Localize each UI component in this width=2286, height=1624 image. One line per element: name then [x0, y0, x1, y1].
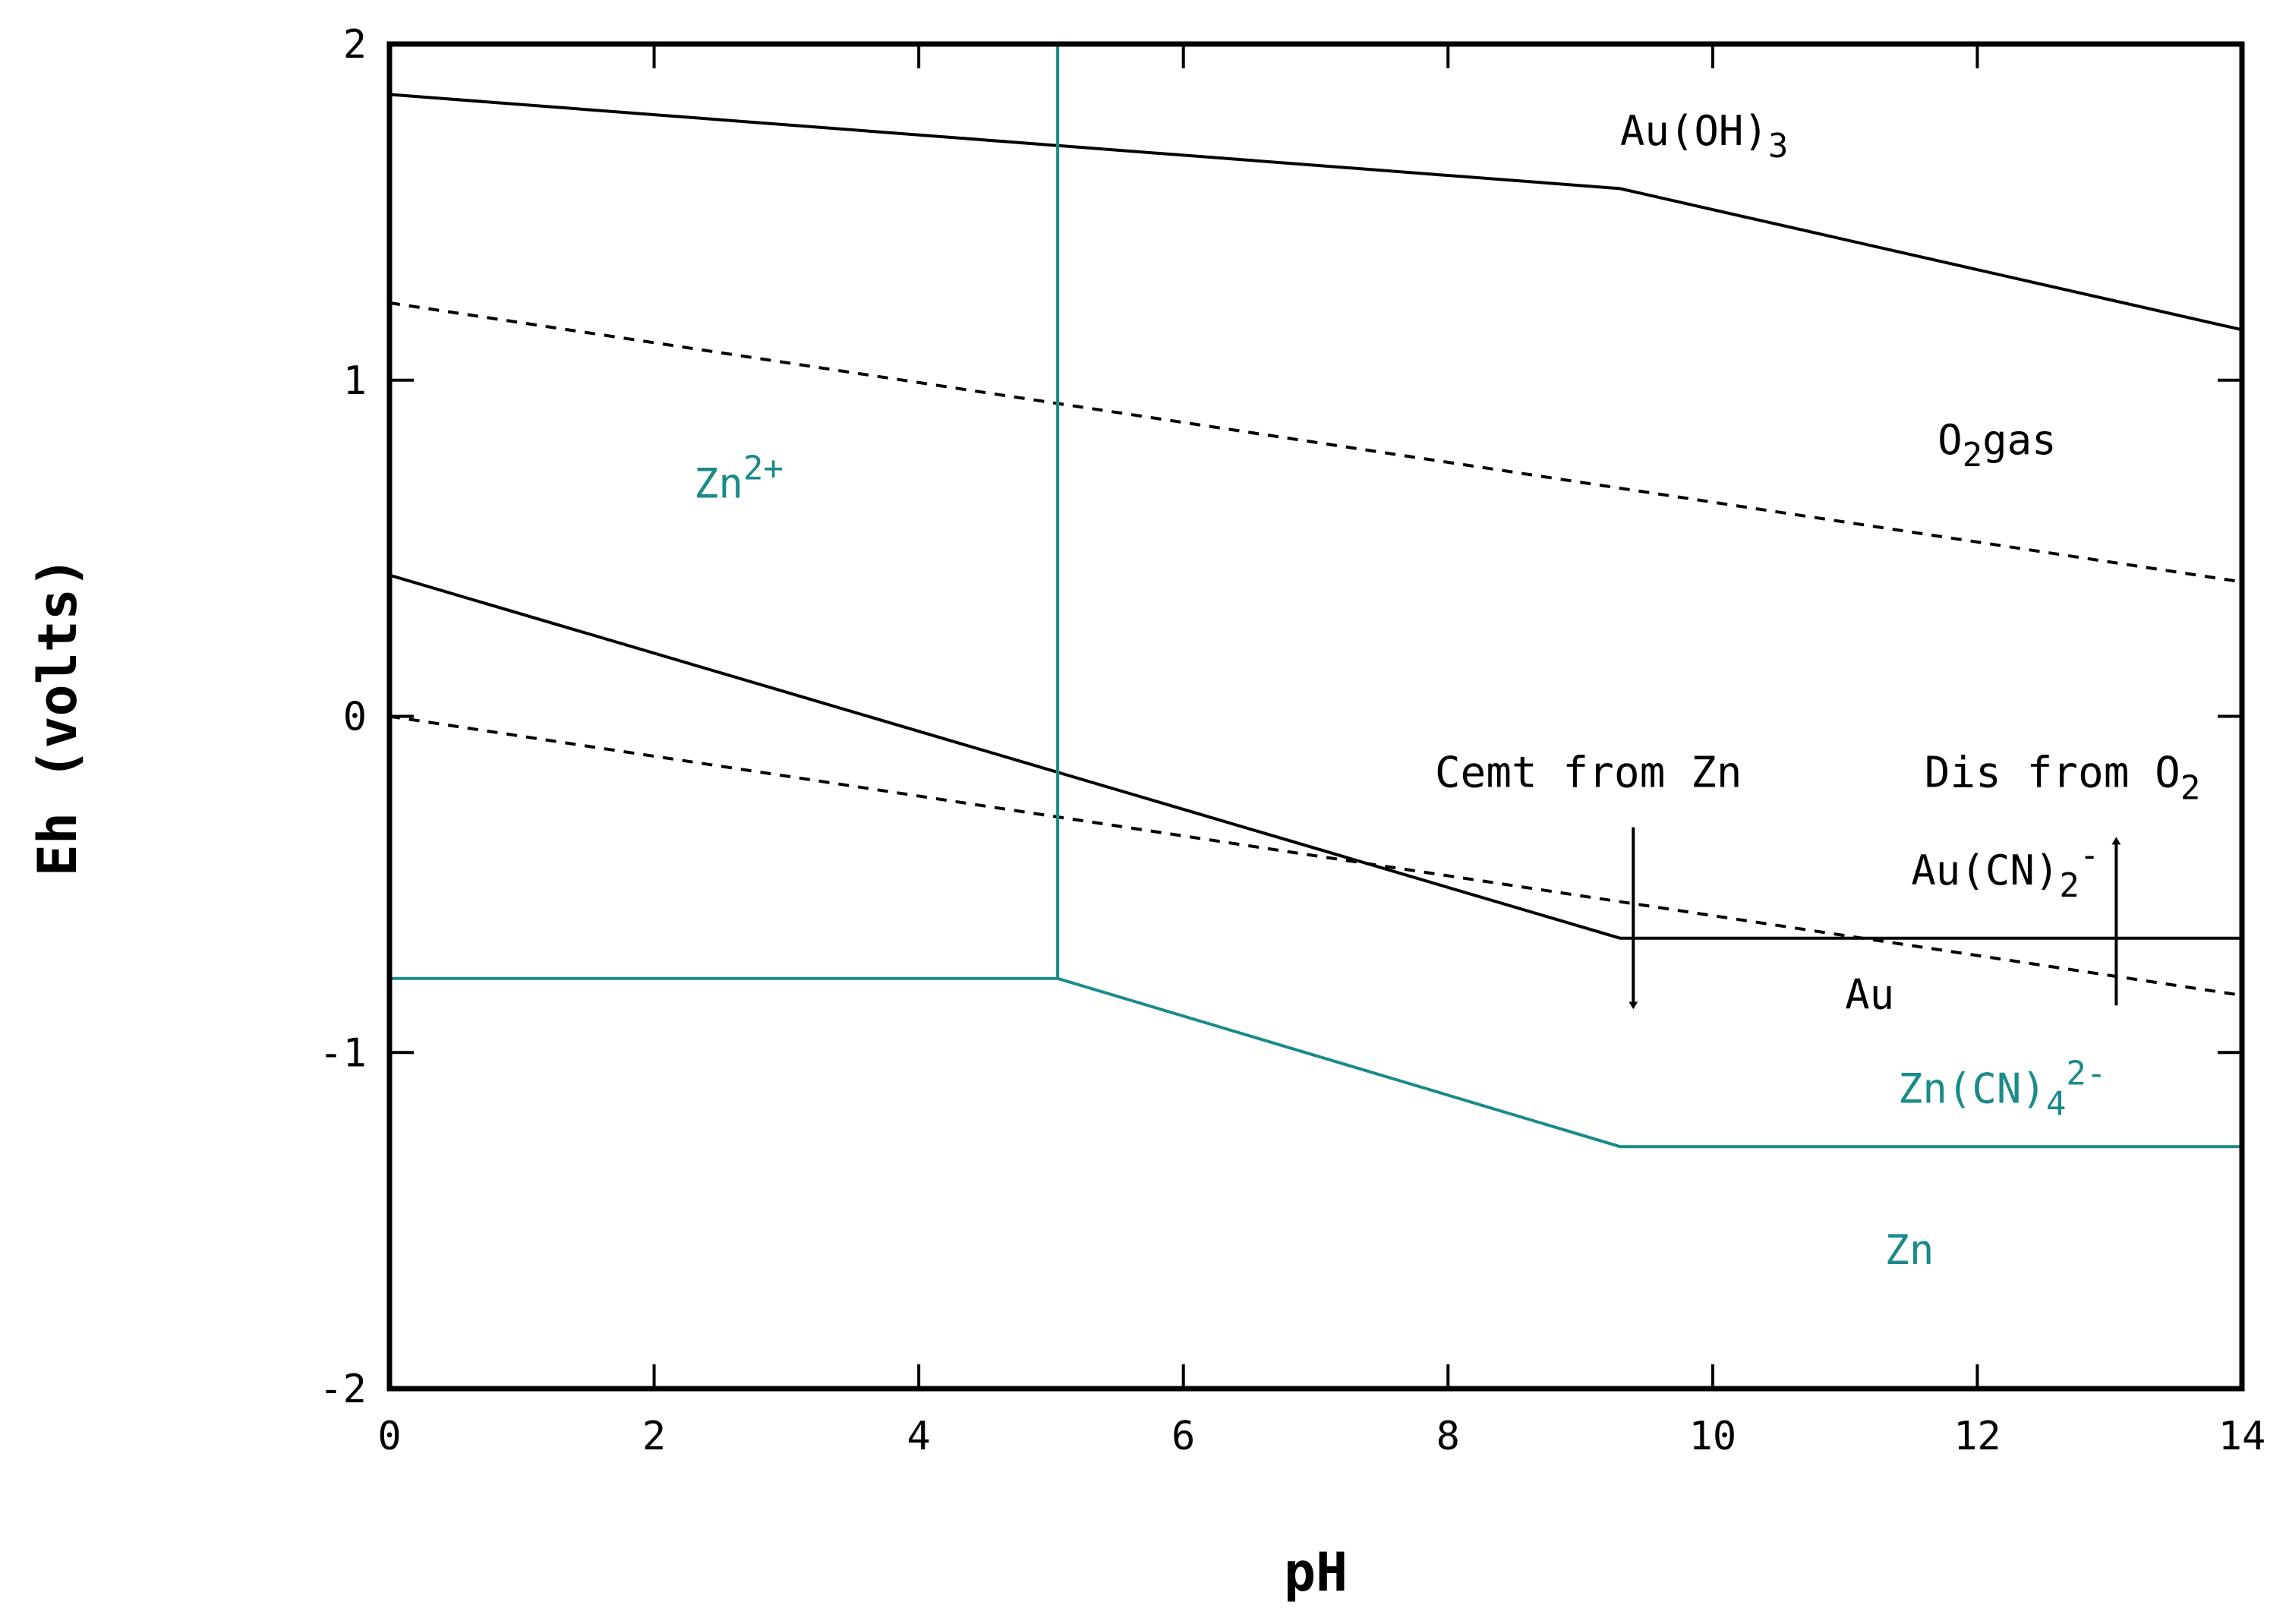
region-label-sub: 2	[1963, 436, 1983, 475]
region-label-base: Au	[1845, 971, 1894, 1019]
region-label-sup: 2-	[2066, 1055, 2106, 1093]
y-tick-label: -2	[319, 1367, 367, 1412]
x-tick-label: 8	[1436, 1414, 1460, 1459]
annotation-label: Cemt from Zn	[1435, 748, 1742, 797]
labels-layer: Au(OH)3O2gasZn2+Au(CN)2-AuZn(CN)42-ZnCem…	[694, 107, 2201, 1274]
region-label: Zn	[1884, 1226, 1934, 1274]
region-label: Au(CN)2-	[1911, 836, 2099, 905]
region-label: Zn(CN)42-	[1898, 1055, 2107, 1124]
region-label: Au(OH)3	[1620, 107, 1789, 166]
x-tick-label: 10	[1689, 1414, 1737, 1459]
region-label-sup: 2+	[743, 449, 784, 488]
boundary-line-1	[389, 93, 2243, 332]
y-tick-label: 1	[343, 358, 367, 404]
region-label-base: Au(CN)	[1911, 847, 2059, 894]
region-label-sub: 4	[2046, 1085, 2067, 1124]
annotation-label-base: Dis from O	[1925, 748, 2180, 797]
annotation-label-base: Cemt from Zn	[1435, 748, 1742, 797]
x-tick-label: 6	[1171, 1414, 1195, 1459]
region-label-sup: -	[2079, 836, 2100, 875]
region-label: Zn2+	[694, 449, 784, 508]
y-tick-label: 0	[343, 695, 367, 740]
annotation-label-sub: 2	[2180, 768, 2201, 807]
region-label-base: Zn	[1884, 1226, 1934, 1274]
region-label-tail: gas	[1982, 416, 2057, 464]
region-label-base: O	[1938, 416, 1963, 464]
boundary-line-4	[389, 714, 2243, 997]
boundary-line-2	[389, 573, 2242, 940]
boundary-line-3	[389, 301, 2243, 584]
region-label-base: Zn(CN)	[1898, 1065, 2046, 1113]
series-layer	[389, 44, 2243, 1149]
region-label-base: Zn	[694, 460, 743, 508]
region-label: O2gas	[1938, 416, 2057, 475]
region-label-sub: 3	[1768, 127, 1789, 166]
x-tick-label: 14	[2218, 1414, 2266, 1459]
y-tick-label: 2	[343, 22, 367, 68]
y-axis-title: Eh (volts)	[27, 557, 89, 876]
x-tick-label: 12	[1953, 1414, 2001, 1459]
region-label-base: Au(OH)	[1620, 107, 1768, 155]
region-label: Au	[1845, 971, 1894, 1019]
x-tick-label: 2	[642, 1414, 666, 1459]
plot-frame	[386, 41, 2245, 1392]
x-axis-title: pH	[1284, 1541, 1348, 1604]
boundary-line-6	[389, 976, 2242, 1149]
region-label-sub: 2	[2059, 866, 2079, 905]
y-tick-label: -1	[319, 1030, 367, 1076]
x-tick-label: 4	[907, 1414, 930, 1459]
x-tick-label: 0	[377, 1414, 401, 1459]
annotation-label: Dis from O2	[1925, 748, 2201, 807]
